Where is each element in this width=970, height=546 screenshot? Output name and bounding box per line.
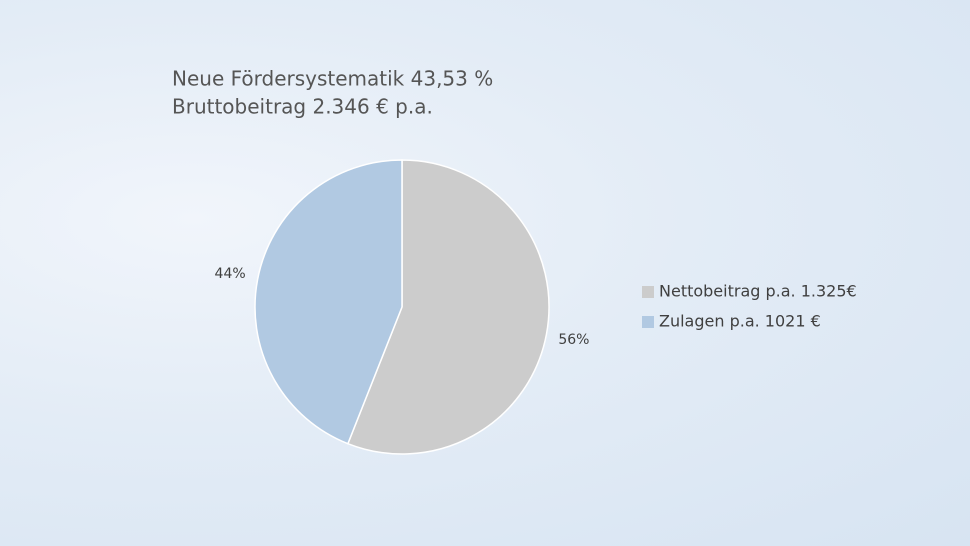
chart-title: Neue Fördersystematik 43,53 % [172, 67, 493, 91]
legend-label: Nettobeitrag p.a. 1.325€ [659, 282, 857, 301]
chart-subtitle: Bruttobeitrag 2.346 € p.a. [172, 95, 433, 119]
pie-slice [346, 159, 550, 455]
legend-label: Zulagen p.a. 1021 € [659, 312, 821, 331]
pie-slice [254, 159, 403, 445]
data-label: 56% [558, 332, 589, 348]
data-label: 44% [215, 266, 246, 282]
legend-swatch [642, 286, 654, 298]
legend-swatch [642, 316, 654, 328]
